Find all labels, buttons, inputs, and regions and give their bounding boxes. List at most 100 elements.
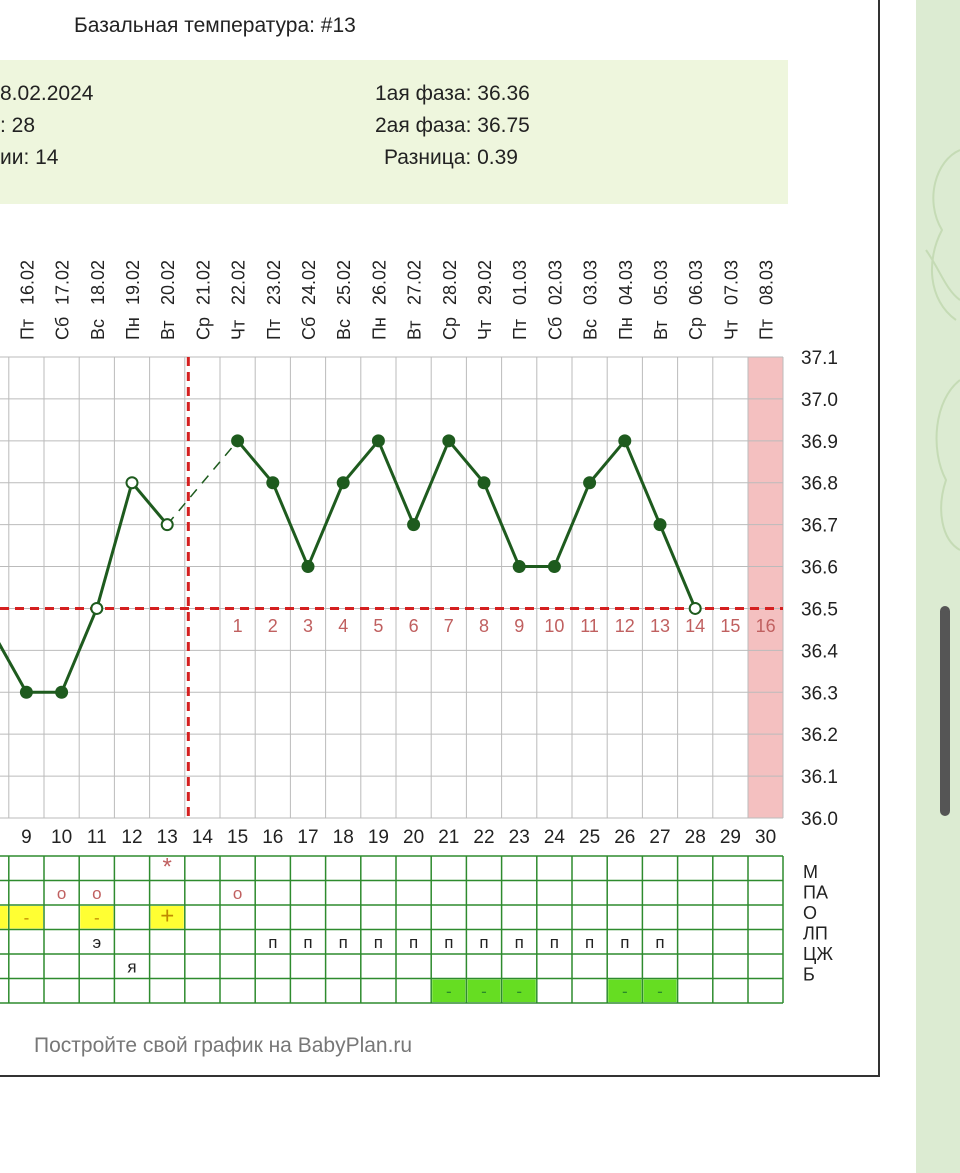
weekday-label: Вт bbox=[158, 320, 178, 340]
note-mark: п bbox=[268, 933, 277, 952]
summary-phase1: 1ая фаза: 36.36 bbox=[375, 82, 530, 105]
luteal-day-number: 15 bbox=[720, 616, 740, 636]
temperature-line bbox=[377, 440, 415, 526]
note-mark: п bbox=[409, 933, 418, 952]
luteal-day-number: 1 bbox=[233, 616, 243, 636]
babyplan-link[interactable]: Постройте свой график на BabyPlan.ru bbox=[34, 1034, 413, 1057]
weekday-label: Пт bbox=[264, 319, 284, 340]
weekday-label: Чт bbox=[721, 320, 741, 340]
chart-title: Базальная температура: #13 bbox=[74, 14, 356, 37]
weekday-label: Пн bbox=[369, 317, 389, 340]
temperature-point bbox=[547, 560, 561, 574]
note-cell-fill bbox=[0, 906, 8, 929]
temperature-point bbox=[371, 434, 385, 448]
date-label: 23.02 bbox=[264, 260, 284, 305]
date-label: 03.03 bbox=[581, 260, 601, 305]
temperature-line bbox=[623, 440, 662, 526]
luteal-day-number: 10 bbox=[544, 616, 564, 636]
note-mark: - bbox=[622, 982, 628, 1001]
temperature-line bbox=[60, 607, 99, 693]
weekday-label: Пн bbox=[123, 317, 143, 340]
note-mark: п bbox=[444, 933, 453, 952]
luteal-day-number: 8 bbox=[479, 616, 489, 636]
y-tick-label: 37.0 bbox=[801, 390, 838, 411]
scrollbar-thumb[interactable] bbox=[940, 606, 950, 816]
note-mark: - bbox=[657, 982, 663, 1001]
note-mark: * bbox=[163, 854, 172, 881]
note-cell-fill bbox=[608, 979, 642, 1002]
note-mark: - bbox=[446, 982, 452, 1001]
note-mark: я bbox=[127, 958, 136, 977]
luteal-day-number: 7 bbox=[444, 616, 454, 636]
temperature-point bbox=[583, 476, 597, 490]
temperature-line bbox=[130, 481, 169, 526]
note-mark: - bbox=[481, 982, 487, 1001]
temperature-line bbox=[271, 482, 310, 568]
y-tick-label: 36.2 bbox=[801, 725, 838, 746]
temperature-line bbox=[306, 482, 345, 568]
weekday-label: Сб bbox=[53, 317, 73, 340]
note-mark: п bbox=[550, 933, 559, 952]
temperature-line bbox=[447, 439, 486, 484]
temperature-line bbox=[658, 524, 697, 610]
day-number: 26 bbox=[614, 827, 635, 848]
luteal-day-number: 5 bbox=[373, 616, 383, 636]
date-label: 08.03 bbox=[757, 260, 777, 305]
weekday-label: Пт bbox=[0, 319, 2, 340]
temperature-line bbox=[95, 482, 134, 609]
note-mark: + bbox=[160, 903, 174, 930]
expected-period-band bbox=[748, 357, 784, 818]
notes-legend-label: М bbox=[803, 862, 818, 882]
summary-panel: 8.02.2024 : 28 ии: 14 1ая фаза: 36.36 2а… bbox=[0, 60, 788, 204]
note-mark: п bbox=[303, 933, 312, 952]
side-panel bbox=[916, 0, 960, 1173]
day-number: 13 bbox=[157, 827, 178, 848]
luteal-day-number: 13 bbox=[650, 616, 670, 636]
note-cell-fill bbox=[502, 979, 536, 1002]
weekday-label: Вт bbox=[405, 320, 425, 340]
date-label: 17.02 bbox=[53, 260, 73, 305]
gap-line bbox=[166, 440, 239, 526]
note-mark: o bbox=[92, 884, 101, 903]
note-mark: - bbox=[24, 909, 30, 928]
note-cell-fill bbox=[150, 906, 184, 929]
date-label: 05.03 bbox=[651, 260, 671, 305]
luteal-day-number: 16 bbox=[756, 616, 776, 636]
weekday-label: Вс bbox=[581, 319, 601, 340]
note-cell-fill bbox=[9, 906, 44, 929]
notes-legend-label: Б bbox=[803, 965, 815, 985]
weekday-label: Вс bbox=[88, 319, 108, 340]
temperature-line bbox=[0, 642, 28, 694]
weekday-label: Пт bbox=[17, 319, 37, 340]
temperature-point-open bbox=[125, 476, 139, 490]
date-label: 26.02 bbox=[369, 260, 389, 305]
temperature-line bbox=[482, 482, 521, 568]
note-mark: o bbox=[233, 884, 242, 903]
date-label: 19.02 bbox=[123, 260, 143, 305]
note-mark: п bbox=[515, 933, 524, 952]
date-label: 06.03 bbox=[686, 260, 706, 305]
notes-legend-label: ПА bbox=[803, 883, 828, 903]
day-number: 24 bbox=[544, 827, 566, 848]
note-mark: o bbox=[57, 884, 66, 903]
weekday-label: Чт bbox=[475, 320, 495, 340]
day-number: 27 bbox=[649, 827, 670, 848]
luteal-day-number: 14 bbox=[685, 616, 705, 636]
weekday-label: Сб bbox=[299, 317, 319, 340]
date-label: 24.02 bbox=[299, 260, 319, 305]
date-label: 18.02 bbox=[88, 260, 108, 305]
temperature-line bbox=[588, 439, 626, 484]
day-number: 23 bbox=[509, 827, 530, 848]
date-label: 22.02 bbox=[229, 260, 249, 305]
temperature-point bbox=[301, 560, 315, 574]
summary-difference: Разница: 0.39 bbox=[384, 146, 518, 169]
temperature-point bbox=[653, 518, 667, 532]
weekday-label: Сб bbox=[545, 317, 565, 340]
date-label: 25.02 bbox=[334, 260, 354, 305]
luteal-day-number: 3 bbox=[303, 616, 313, 636]
luteal-day-number: 9 bbox=[514, 616, 524, 636]
day-number: 16 bbox=[262, 827, 283, 848]
note-cell-fill bbox=[643, 979, 677, 1002]
note-cell-fill bbox=[467, 979, 501, 1002]
